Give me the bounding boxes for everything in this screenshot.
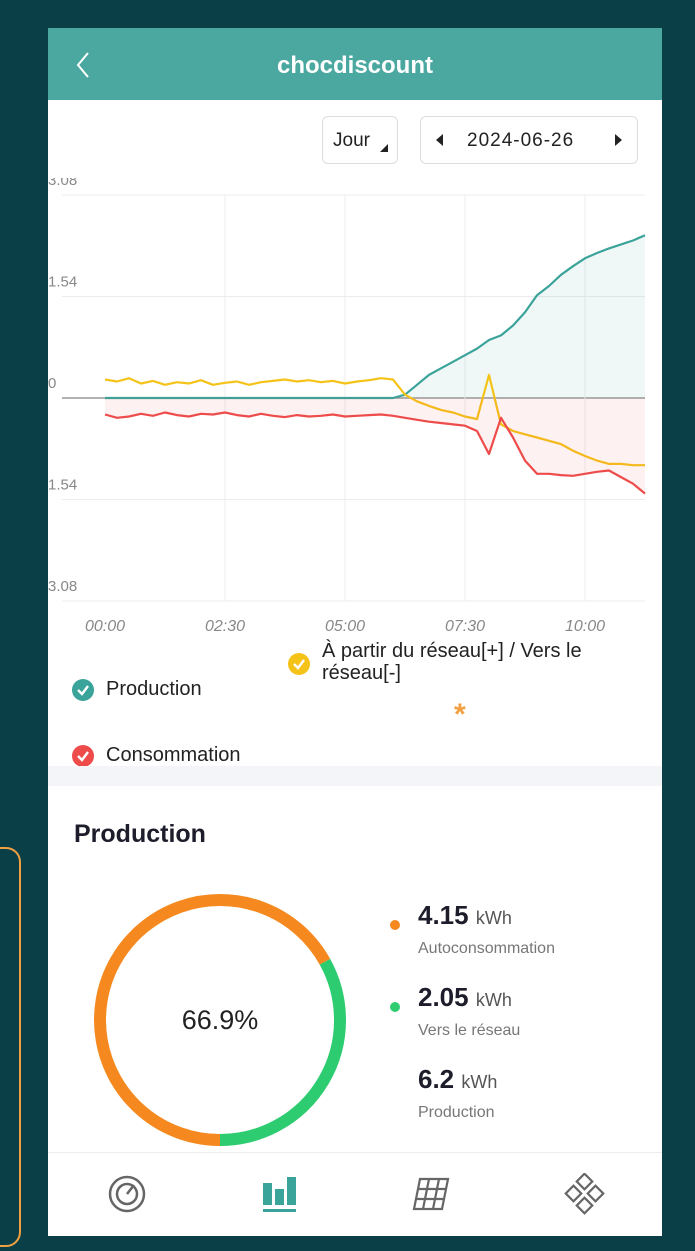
value-caption: Production	[418, 1104, 495, 1121]
back-button[interactable]	[74, 50, 94, 80]
legend-dot	[390, 920, 400, 930]
check-icon	[293, 659, 305, 670]
y-tick-label: 1.54	[48, 273, 77, 290]
x-tick-label: 05:00	[325, 618, 365, 635]
donut-segment	[94, 894, 331, 1146]
value: 6.2	[418, 1064, 455, 1094]
check-icon	[77, 685, 89, 696]
legend-check	[72, 745, 94, 767]
period-dropdown[interactable]: Jour	[322, 116, 398, 164]
y-tick-label: 3.08	[48, 178, 77, 189]
check-icon	[77, 751, 89, 762]
series-line	[105, 234, 646, 400]
separator	[48, 766, 662, 786]
value: 4.15	[418, 900, 469, 930]
value: 2.05	[418, 982, 469, 1012]
legend-check	[288, 653, 310, 675]
value-row: 6.2 kWh	[418, 1064, 497, 1095]
section-title: Production	[74, 820, 206, 848]
area	[105, 235, 645, 398]
period-label: Jour	[333, 130, 370, 151]
value-row: 4.15 kWh	[418, 900, 512, 931]
legend: Production À partir du réseau[+] / Vers l…	[48, 638, 662, 768]
legend-label: Consommation	[106, 744, 241, 766]
line-chart: 3.08 1.54 0 1.54 3.08 00:00 02:30 05:00 07:30 10:…	[48, 178, 646, 635]
area	[105, 398, 645, 494]
side-outline	[0, 847, 21, 1247]
nav-dashboard[interactable]	[106, 1173, 148, 1215]
y-tick-label: 1.54	[48, 476, 77, 493]
y-tick-label: 0	[48, 375, 56, 392]
legend-label: À partir du réseau[+] / Vers le réseau[-…	[322, 640, 582, 684]
date-label: 2024-06-26	[467, 130, 575, 151]
bottom-nav	[48, 1152, 662, 1236]
unit: kWh	[475, 990, 512, 1010]
donut-segment	[219, 958, 346, 1146]
header-title: chocdiscount	[276, 52, 433, 79]
app-screen: chocdiscount Jour 2024-06-26 3.08 1.54 0 1.…	[48, 28, 662, 1236]
next-date[interactable]	[613, 133, 623, 147]
value-caption: Vers le réseau	[418, 1022, 521, 1039]
nav-statistics[interactable]	[260, 1173, 300, 1215]
donut-legend: 4.15 kWh Autoconsommation 2.05 kWh Vers le …	[388, 878, 658, 1158]
legend-dot	[390, 1002, 400, 1012]
x-tick-label: 10:00	[565, 618, 605, 635]
series-line	[104, 373, 645, 467]
value-row: 2.05 kWh	[418, 982, 512, 1013]
date-picker[interactable]: 2024-06-26	[420, 116, 638, 164]
nav-devices[interactable]	[564, 1173, 606, 1215]
dropdown-icon	[380, 144, 388, 152]
legend-label: Production	[106, 678, 202, 700]
x-tick-label: 02:30	[205, 618, 245, 635]
header: chocdiscount	[48, 28, 662, 100]
prev-date[interactable]	[435, 133, 445, 147]
y-tick-label: 3.08	[48, 578, 77, 595]
donut-chart: 66.9%	[94, 894, 346, 1146]
value-caption: Autoconsommation	[418, 940, 555, 957]
series-line	[104, 411, 646, 495]
legend-check	[72, 679, 94, 701]
donut-center-label: 66.9%	[182, 1005, 259, 1035]
note-marker: *	[454, 698, 466, 731]
unit: kWh	[461, 1072, 498, 1092]
x-tick-label: 07:30	[445, 618, 485, 635]
nav-panels[interactable]	[410, 1173, 452, 1215]
unit: kWh	[475, 908, 512, 928]
x-tick-label: 00:00	[85, 618, 125, 635]
